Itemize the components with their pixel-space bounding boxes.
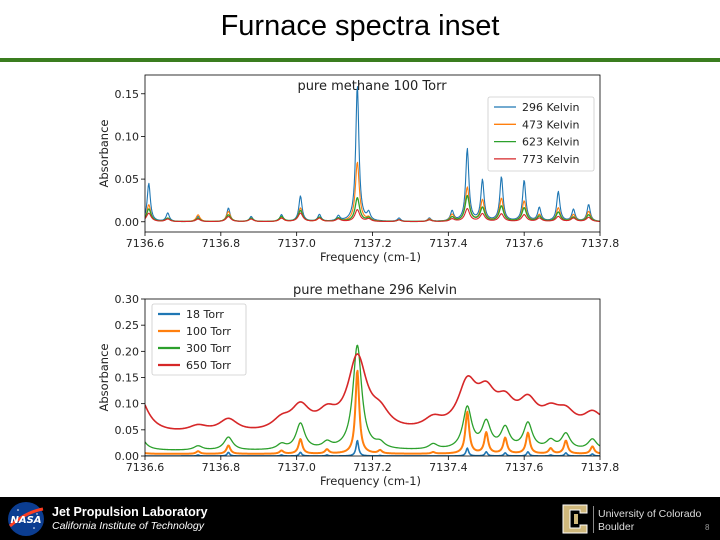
legend-box (487, 96, 595, 172)
y-tick-label: 0.10 (115, 130, 140, 143)
footer-bar: NASA Jet Propulsion Laboratory Californi… (0, 497, 720, 540)
series-line (145, 207, 600, 223)
y-tick-label: 0.00 (115, 216, 140, 229)
legend-label: 296 Kelvin (522, 101, 580, 114)
legend-label: 650 Torr (186, 359, 231, 372)
y-tick-label: 0.15 (115, 88, 140, 101)
x-tick-label: 7137.4 (429, 461, 468, 474)
x-tick-label: 7137.0 (277, 237, 316, 250)
legend-label: 300 Torr (186, 342, 231, 355)
y-tick-label: 0.05 (115, 173, 140, 186)
chart-title: pure methane 296 Kelvin (293, 283, 457, 298)
x-tick-label: 7137.2 (353, 237, 392, 250)
cu-name-line1: University of Colorado (598, 508, 702, 520)
x-tick-label: 7137.4 (429, 237, 468, 250)
y-tick-label: 0.10 (115, 398, 140, 411)
x-tick-label: 7136.8 (202, 237, 241, 250)
x-tick-label: 7137.6 (505, 237, 544, 250)
y-tick-label: 0.30 (115, 293, 140, 306)
x-tick-label: 7137.8 (581, 237, 620, 250)
x-tick-label: 7137.8 (581, 461, 620, 474)
y-tick-label: 0.20 (115, 345, 140, 358)
y-tick-label: 0.15 (115, 372, 140, 385)
y-tick-label: 0.05 (115, 424, 140, 437)
x-tick-label: 7136.6 (126, 237, 165, 250)
x-tick-label: 7136.8 (202, 461, 241, 474)
legend-label: 473 Kelvin (522, 118, 580, 131)
series-line (145, 369, 600, 455)
series-line (145, 344, 600, 451)
chart-1: 7136.6 7136.8 7137.0 7137.2 7137.4 7137.6 7137… (97, 74, 620, 264)
jpl-name: Jet Propulsion Laboratory (52, 505, 208, 519)
charts-area: 7136.6 7136.8 7137.0 7137.2 7137.4 7137.6 7137… (97, 74, 620, 488)
x-tick-label: 7137.2 (353, 461, 392, 474)
legend-box (151, 303, 247, 376)
cu-name-line2: Boulder (598, 521, 635, 533)
x-axis-label: Frequency (cm-1) (320, 250, 421, 264)
y-axis-label: Absorbance (97, 344, 111, 412)
cu-name: University of Colorado Boulder (598, 508, 701, 534)
x-tick-label: 7137.6 (505, 461, 544, 474)
legend-label: 100 Torr (186, 325, 231, 338)
legend-label: 623 Kelvin (522, 136, 580, 149)
nasa-logo-icon: NASA (8, 502, 44, 536)
x-tick-label: 7137.0 (277, 461, 316, 474)
legend-label: 18 Torr (186, 308, 224, 321)
title-divider (0, 58, 720, 62)
cu-logo-icon (562, 504, 588, 534)
cu-divider (593, 506, 594, 533)
chart-title: pure methane 100 Torr (297, 79, 447, 94)
y-tick-label: 0.00 (115, 450, 140, 463)
series-line (145, 353, 600, 430)
nasa-logo-text: NASA (10, 515, 41, 526)
legend: 18 Torr 100 Torr 300 Torr 650 Torr (151, 303, 247, 376)
y-tick-label: 0.25 (115, 319, 140, 332)
jpl-subtitle: California Institute of Technology (52, 520, 204, 532)
legend-label: 773 Kelvin (522, 153, 580, 166)
y-axis-label: Absorbance (97, 120, 111, 188)
page-number: 8 (705, 523, 710, 532)
legend: 296 Kelvin 473 Kelvin 623 Kelvin 773 Kelvin (487, 96, 595, 172)
x-axis-label: Frequency (cm-1) (320, 474, 421, 488)
chart-1-lines (145, 86, 600, 223)
chart-2: 7136.6 7136.8 7137.0 7137.2 7137.4 7137.6 7137… (97, 283, 619, 488)
x-tick-label: 7136.6 (126, 461, 165, 474)
slide-title: Furnace spectra inset (220, 10, 500, 42)
